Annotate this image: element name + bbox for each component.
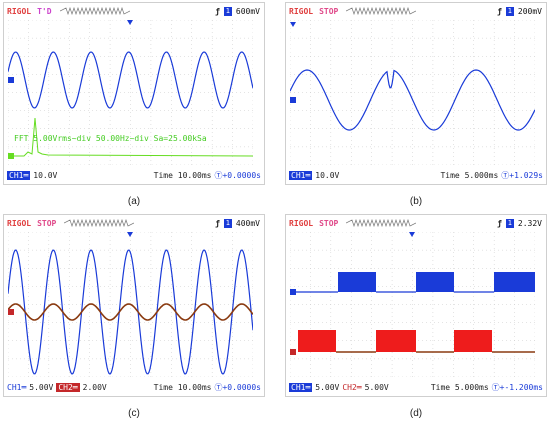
ch1-pulse (338, 272, 376, 292)
trigger-position-icon (409, 232, 415, 237)
ch1-ground-marker (290, 289, 296, 295)
fft-ground-marker (8, 153, 14, 159)
ch2-label: CH2═ (56, 383, 80, 392)
caption-c: (c) (128, 408, 140, 419)
caption-b: (b) (409, 196, 423, 207)
scope-screen (8, 232, 253, 377)
scope-panel-d: RIGOL STOP ƒ 1 2.32V C (285, 214, 547, 397)
ch1-ground-marker (290, 97, 296, 103)
ch1-waveform (8, 51, 253, 109)
scope-screen (290, 20, 535, 165)
ch2-label: CH2═ (342, 383, 362, 392)
memory-window-icon (346, 219, 417, 227)
ch1-label: CH1═ (289, 171, 313, 180)
trigger-level: 400mV (235, 218, 260, 228)
fft-info-label: FFT 5.00Vrms~div 50.00Hz~div Sa=25.00kSa (14, 134, 207, 143)
scope-status-bar: CH1═ 5.00V CH2═ 5.00V Time 5.000ms Ⓣ+-1.… (286, 379, 546, 396)
scope-panel-b: RIGOL STOP ƒ 1 200mV CH1═ 10.0V Time 5.0… (285, 2, 547, 185)
timebase-label: Time 10.00ms (153, 383, 212, 392)
ch1-scale: 10.0V (33, 171, 58, 180)
grid (290, 20, 535, 165)
trigger-position-icon (290, 22, 296, 27)
caption-d: (d) (409, 408, 423, 419)
ch2-pulse-train (298, 330, 535, 353)
trigger-level: 200mV (517, 6, 542, 16)
brand-label: RIGOL (7, 218, 32, 228)
rising-edge-icon: ƒ (215, 218, 220, 228)
ch1-ground-marker (8, 77, 14, 83)
trigger-offset-label: Ⓣ+1.029s (501, 171, 543, 180)
scope-screen: FFT 5.00Vrms~div 50.00Hz~div Sa=25.00kSa (8, 20, 253, 165)
trigger-channel-badge: 1 (505, 6, 514, 16)
grid (8, 232, 253, 377)
brand-label: RIGOL (7, 6, 32, 16)
trigger-position-icon (127, 232, 133, 237)
memory-window-icon (346, 7, 417, 15)
scope-topbar: RIGOL T'D ƒ 1 600mV (4, 3, 264, 19)
scope-status-bar: CH1═ 5.00V CH2═ 2.00V Time 10.00ms Ⓣ+0.0… (4, 379, 264, 396)
ch2-ground-marker (290, 349, 296, 355)
caption-a: (a) (127, 196, 141, 207)
ch1-pulse (416, 272, 454, 292)
ch1-label: CH1═ (289, 383, 313, 392)
brand-label: RIGOL (289, 218, 314, 228)
memory-window-icon (59, 7, 130, 15)
timebase-label: Time 5.000ms (430, 383, 489, 392)
scope-status-bar: CH1═ 10.0V Time 5.000ms Ⓣ+1.029s (286, 167, 546, 184)
ch2-pulse (376, 330, 416, 352)
fft-spectrum (8, 117, 253, 157)
ch2-scale: 5.00V (364, 383, 389, 392)
ch1-scale: 10.0V (315, 171, 340, 180)
ch1-scale: 5.00V (315, 383, 340, 392)
scope-panel-c: RIGOL STOP ƒ 1 400mV CH1═ 5.00V CH2═ 2.0… (3, 214, 265, 397)
ch1-waveform (8, 249, 253, 375)
ch2-pulse (454, 330, 492, 352)
scope-panel-a: RIGOL T'D ƒ 1 600mV FFT 5.00Vrms~div 50.… (3, 2, 265, 185)
trigger-channel-badge: 1 (505, 218, 514, 228)
trigger-channel-badge: 1 (223, 6, 232, 16)
scope-topbar: RIGOL STOP ƒ 1 200mV (286, 3, 546, 19)
ch2-scale: 2.00V (82, 383, 107, 392)
ch2-pulse (298, 330, 336, 352)
trigger-offset-label: Ⓣ+-1.200ms (491, 383, 543, 392)
rising-edge-icon: ƒ (497, 218, 502, 228)
run-state-label: STOP (319, 218, 339, 228)
ch1-label: CH1═ (7, 383, 27, 392)
run-state-label: STOP (319, 6, 339, 16)
run-state-label: STOP (37, 218, 57, 228)
scope-topbar: RIGOL STOP ƒ 1 2.32V (286, 215, 546, 231)
ch1-waveform (290, 69, 535, 131)
rising-edge-icon: ƒ (215, 6, 220, 16)
trigger-position-icon (127, 20, 133, 25)
ch1-label: CH1═ (7, 171, 31, 180)
ch2-ground-marker (8, 309, 14, 315)
ch1-pulse-train (290, 272, 535, 293)
trigger-offset-label: Ⓣ+0.0000s (214, 383, 261, 392)
rising-edge-icon: ƒ (497, 6, 502, 16)
trigger-offset-label: Ⓣ+0.0000s (214, 171, 261, 180)
timebase-label: Time 10.00ms (153, 171, 212, 180)
trigger-channel-badge: 1 (223, 218, 232, 228)
ch2-waveform (8, 303, 253, 321)
grid (290, 232, 535, 377)
grid (8, 20, 253, 165)
brand-label: RIGOL (289, 6, 314, 16)
ch1-scale: 5.00V (29, 383, 54, 392)
timebase-label: Time 5.000ms (440, 171, 499, 180)
scope-status-bar: CH1═ 10.0V Time 10.00ms Ⓣ+0.0000s (4, 167, 264, 184)
trigger-level: 600mV (235, 6, 260, 16)
scope-screen (290, 232, 535, 377)
trigger-level: 2.32V (517, 218, 542, 228)
run-state-label: T'D (37, 6, 52, 16)
memory-window-icon (64, 219, 135, 227)
ch1-pulse (494, 272, 535, 292)
scope-topbar: RIGOL STOP ƒ 1 400mV (4, 215, 264, 231)
